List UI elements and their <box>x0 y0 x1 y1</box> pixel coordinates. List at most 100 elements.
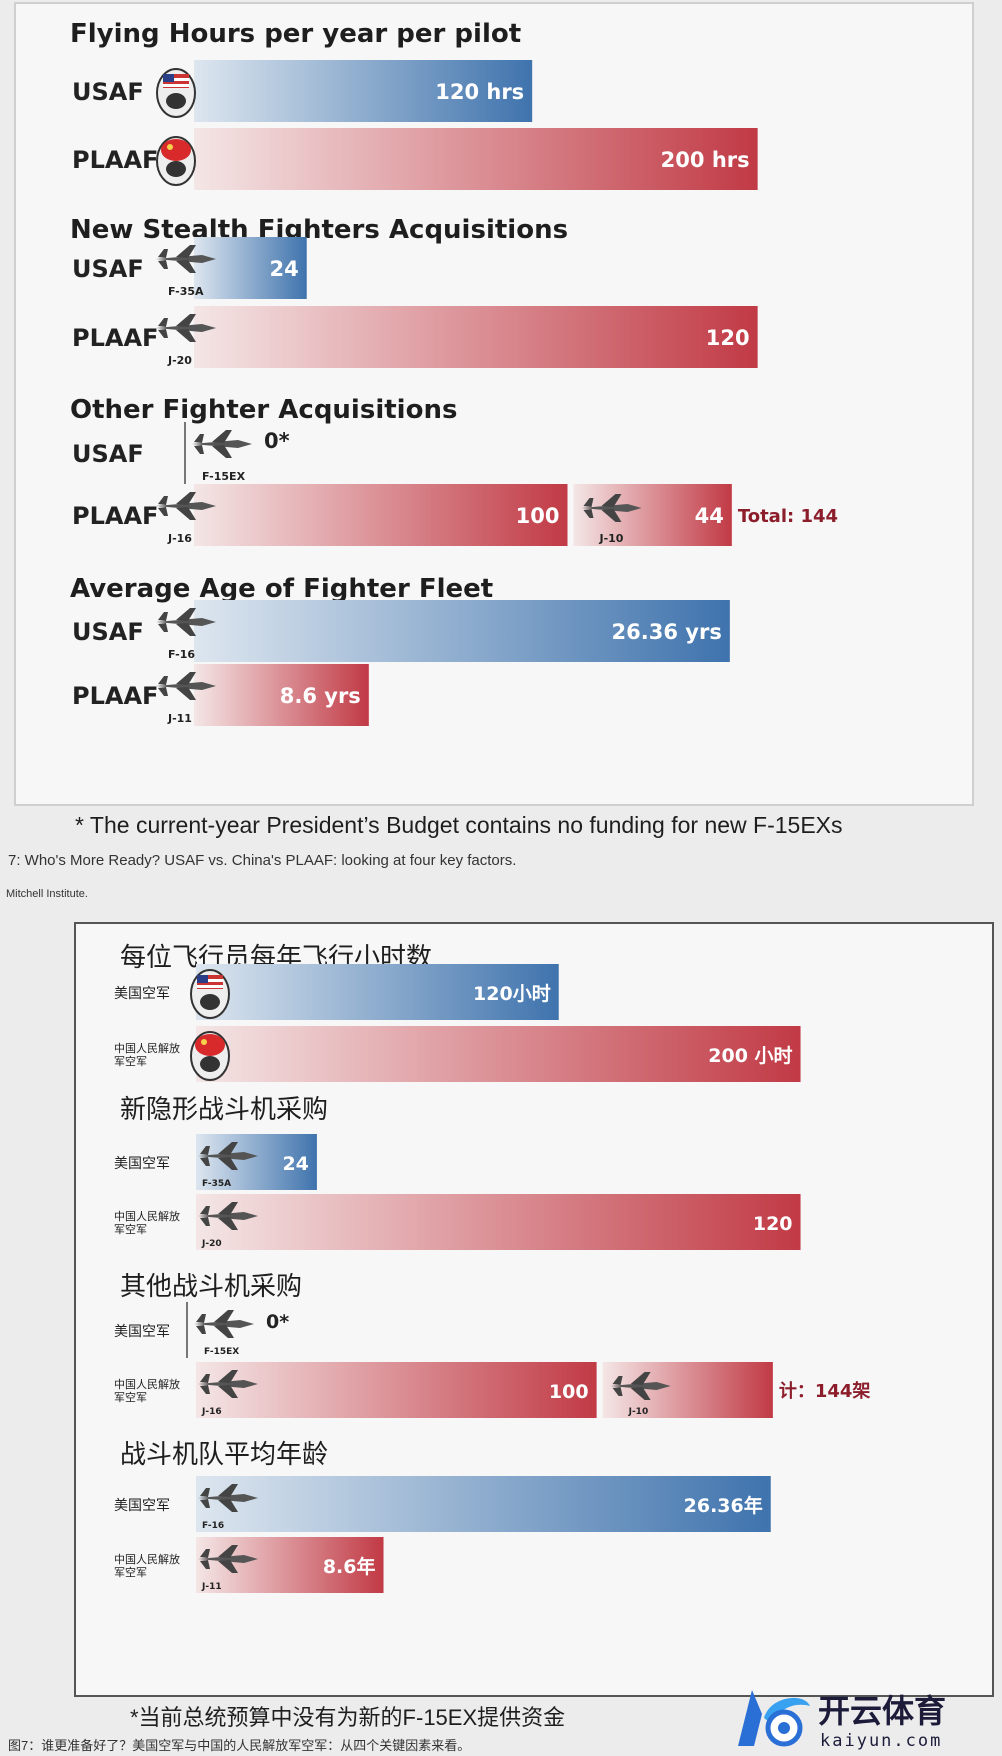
kaiyun-logo-icon <box>738 1690 810 1747</box>
fighter-jet-icon <box>198 1370 258 1398</box>
bar <box>194 237 307 299</box>
bar-value-label: 44 <box>695 504 724 528</box>
bar <box>196 1362 597 1418</box>
bar <box>196 1134 317 1190</box>
plane-name-label: F-15EX <box>204 1347 239 1357</box>
zero-bar <box>186 1302 188 1358</box>
row-label: 中国人民解放军空军 <box>114 1209 180 1236</box>
plane-name-label: J-10 <box>598 532 623 545</box>
section-title: 其他战斗机采购 <box>120 1272 302 1302</box>
fighter-jet-icon <box>198 1142 258 1170</box>
bar <box>194 60 533 122</box>
usa-pilot-helmet-icon <box>156 68 196 118</box>
fighter-jet-icon <box>198 1202 258 1230</box>
kaiyun-watermark: 开云体育 kaiyun.com <box>724 1684 998 1752</box>
bar <box>602 1362 773 1418</box>
row-label: USAF <box>72 255 144 283</box>
bar-value-label: 0* <box>264 429 290 453</box>
row-label: 中国人民解放军空军 <box>114 1377 180 1404</box>
chinese-chart-panel: 每位飞行员每年飞行小时数 美国空军 120小时 中国人民解放军空军 200 小时 新隐形战… <box>74 922 994 1697</box>
plane-name-label: J-20 <box>201 1239 222 1249</box>
bar <box>194 128 758 190</box>
bar <box>196 964 559 1020</box>
plane-name-label: J-10 <box>628 1407 649 1417</box>
china-pilot-helmet-icon <box>156 136 196 186</box>
plane-name-label: F-35A <box>168 285 204 298</box>
fighter-jet-icon <box>192 430 252 458</box>
row-label: 中国人民解放军空军 <box>114 1552 180 1579</box>
fighter-jet-icon <box>156 672 216 700</box>
bar-value-label: 26.36年 <box>684 1494 763 1517</box>
plane-name-label: F-35A <box>202 1179 231 1189</box>
fighter-jet-icon <box>156 245 216 273</box>
bar <box>196 1194 801 1250</box>
bar-value-label: 120 hrs <box>435 80 524 104</box>
bar <box>194 484 568 546</box>
section-title: Average Age of Fighter Fleet <box>70 574 493 604</box>
fighter-jet-icon <box>156 492 216 520</box>
row-label: PLAAF <box>72 324 158 352</box>
section-title: New Stealth Fighters Acquisitions <box>70 215 568 245</box>
row-label: USAF <box>72 440 144 468</box>
bar-value-label: 100 <box>516 504 560 528</box>
row-label: PLAAF <box>72 146 158 174</box>
fighter-jet-icon <box>198 1484 258 1512</box>
fighter-jet-icon <box>581 494 642 522</box>
total-label: Total: 144 <box>738 506 838 527</box>
bar <box>194 664 369 726</box>
bar <box>573 484 732 546</box>
section-title: 新隐形战斗机采购 <box>120 1095 328 1125</box>
english-chart-panel: Flying Hours per year per pilot USAF 120 h… <box>14 2 974 806</box>
row-label: USAF <box>72 78 144 106</box>
fighter-jet-icon <box>156 608 216 636</box>
source-label: Mitchell Institute. <box>6 888 88 900</box>
plane-name-label: J-16 <box>167 532 192 545</box>
bar-value-label: 200 hrs <box>661 148 750 172</box>
bar-value-label: 24 <box>269 257 298 281</box>
bar-value-label: 24 <box>282 1153 308 1175</box>
bar-value-label: 120 <box>753 1213 793 1235</box>
plane-name-label: F-16 <box>168 648 195 661</box>
bar <box>196 1476 771 1532</box>
row-label: USAF <box>72 618 144 646</box>
plane-name-label: J-20 <box>167 354 192 367</box>
watermark-brand: 开云体育 <box>818 1692 946 1730</box>
bar-value-label: 8.6 yrs <box>280 684 361 708</box>
bar <box>196 1026 801 1082</box>
row-label: 中国人民解放军空军 <box>114 1041 180 1068</box>
usa-pilot-helmet-icon <box>190 969 230 1019</box>
figure-caption-en: 7: Who's More Ready? USAF vs. China's PL… <box>8 852 517 869</box>
bar-value-label: 8.6年 <box>323 1555 376 1578</box>
row-label: PLAAF <box>72 682 158 710</box>
row-label: 美国空军 <box>114 1324 170 1340</box>
section-title: 战斗机队平均年龄 <box>120 1440 328 1470</box>
watermark-domain: kaiyun.com <box>820 1731 942 1751</box>
china-pilot-helmet-icon <box>190 1031 230 1081</box>
bar-value-label: 120 <box>706 326 750 350</box>
bar-chart: Flying Hours per year per pilot USAF 120 h… <box>70 19 838 726</box>
bar-value-label: 26.36 yrs <box>612 620 722 644</box>
row-label: 美国空军 <box>114 986 170 1002</box>
bar-value-label: 200 小时 <box>708 1045 792 1067</box>
bar <box>194 600 730 662</box>
plane-name-label: F-15EX <box>202 470 246 483</box>
plane-name-label: J-16 <box>201 1407 222 1417</box>
zero-bar <box>184 422 186 484</box>
bar-value-label: 0* <box>266 1311 289 1333</box>
plane-name-label: J-11 <box>201 1582 222 1592</box>
figure-caption-zh: 图7：谁更准备好了？美国空军与中国的人民解放军空军：从四个关键因素来看。 <box>8 1738 471 1753</box>
row-label: 美国空军 <box>114 1156 170 1172</box>
bar-value-label: 120小时 <box>473 983 551 1005</box>
fighter-jet-icon <box>194 1310 254 1338</box>
bar <box>194 306 758 368</box>
plane-name-label: F-16 <box>202 1521 224 1531</box>
fighter-jet-icon <box>156 314 216 342</box>
fighter-jet-icon <box>198 1545 258 1573</box>
row-label: PLAAF <box>72 502 158 530</box>
plane-name-label: J-11 <box>167 712 192 725</box>
bar-value-label: 100 <box>549 1381 589 1403</box>
footnote-zh: *当前总统预算中没有为新的F-15EX提供资金 <box>130 1705 566 1730</box>
section-title: Other Fighter Acquisitions <box>70 395 457 425</box>
row-label: 美国空军 <box>114 1498 170 1514</box>
